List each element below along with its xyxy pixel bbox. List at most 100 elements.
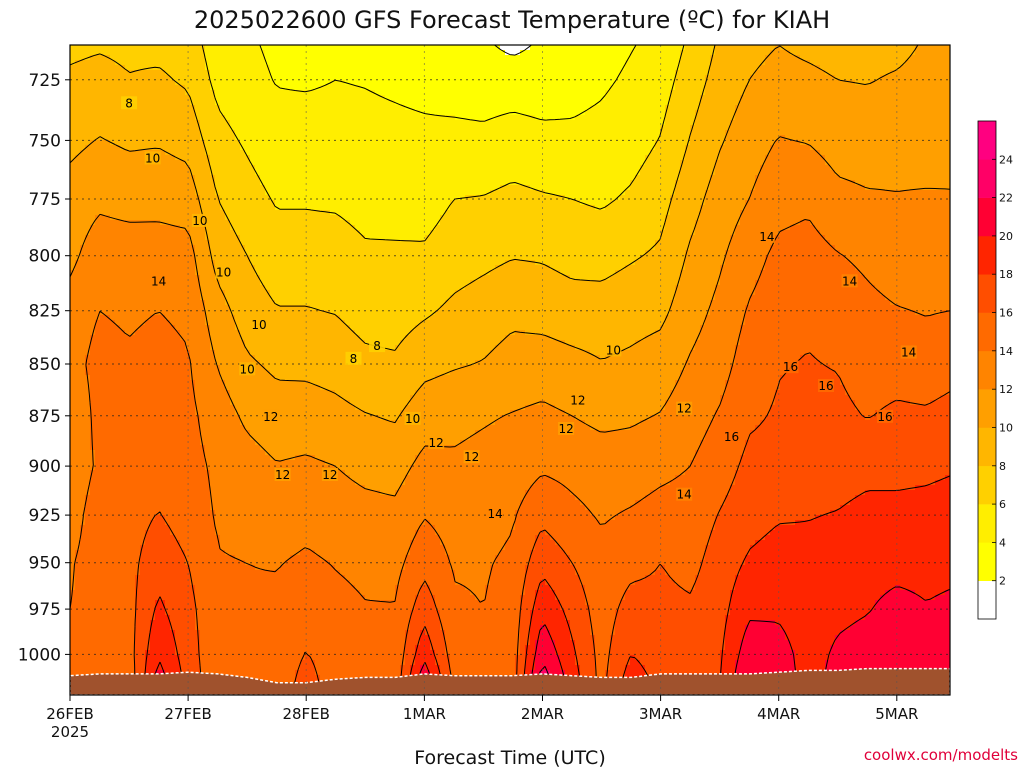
temperature-cell (85, 365, 91, 371)
temperature-cell (100, 250, 106, 256)
temperature-cell (130, 140, 136, 146)
temperature-cell (125, 225, 131, 231)
temperature-cell (85, 410, 91, 416)
temperature-cell (165, 430, 171, 436)
temperature-cell (110, 45, 116, 51)
temperature-cell (115, 285, 121, 291)
temperature-cell (200, 440, 206, 446)
temperature-cell (120, 120, 126, 126)
temperature-cell (90, 630, 96, 636)
temperature-cell (220, 600, 226, 606)
temperature-cell (150, 545, 156, 551)
temperature-cell (260, 230, 266, 236)
temperature-cell (200, 190, 206, 196)
temperature-cell (180, 130, 186, 136)
temperature-cell (115, 245, 121, 251)
temperature-cell (240, 195, 246, 201)
temperature-cell (180, 45, 186, 51)
temperature-cell (220, 295, 226, 301)
temperature-cell (140, 155, 146, 161)
temperature-cell (215, 520, 221, 526)
temperature-cell (135, 430, 141, 436)
temperature-cell (245, 85, 251, 91)
temperature-cell (180, 160, 186, 166)
temperature-cell (210, 670, 216, 676)
temperature-cell (160, 465, 166, 471)
temperature-cell (115, 455, 121, 461)
temperature-cell (155, 530, 161, 536)
temperature-cell (155, 605, 161, 611)
temperature-cell (110, 280, 116, 286)
temperature-cell (190, 600, 196, 606)
temperature-cell (240, 595, 246, 601)
temperature-cell (240, 315, 246, 321)
temperature-cell (130, 220, 136, 226)
temperature-cell (70, 400, 76, 406)
temperature-cell (140, 590, 146, 596)
temperature-cell (165, 475, 171, 481)
temperature-cell (115, 450, 121, 456)
temperature-cell (120, 450, 126, 456)
temperature-cell (140, 335, 146, 341)
temperature-cell (125, 490, 131, 496)
temperature-cell (115, 290, 121, 296)
temperature-cell (240, 495, 246, 501)
temperature-cell (210, 555, 216, 561)
temperature-cell (255, 90, 261, 96)
temperature-cell (135, 640, 141, 646)
temperature-cell (255, 425, 261, 431)
temperature-cell (250, 245, 256, 251)
temperature-cell (225, 570, 231, 576)
temperature-cell (130, 230, 136, 236)
temperature-cell (240, 225, 246, 231)
temperature-cell (165, 585, 171, 591)
temperature-cell (185, 95, 191, 101)
temperature-cell (70, 155, 76, 161)
temperature-cell (80, 105, 86, 111)
temperature-cell (155, 320, 161, 326)
temperature-cell (70, 70, 76, 76)
temperature-cell (190, 285, 196, 291)
temperature-cell (160, 365, 166, 371)
temperature-cell (225, 230, 231, 236)
temperature-cell (80, 435, 86, 441)
temperature-cell (200, 180, 206, 186)
temperature-cell (140, 150, 146, 156)
temperature-cell (100, 665, 106, 671)
temperature-cell (200, 485, 206, 491)
temperature-cell (185, 660, 191, 666)
temperature-cell (165, 300, 171, 306)
temperature-cell (250, 440, 256, 446)
temperature-cell (145, 290, 151, 296)
temperature-cell (215, 50, 221, 56)
temperature-cell (110, 405, 116, 411)
temperature-cell (130, 495, 136, 501)
temperature-cell (165, 205, 171, 211)
temperature-cell (190, 255, 196, 261)
temperature-cell (125, 265, 131, 271)
temperature-cell (115, 505, 121, 511)
temperature-cell (150, 310, 156, 316)
temperature-cell (210, 480, 216, 486)
temperature-cell (210, 395, 216, 401)
temperature-cell (130, 155, 136, 161)
temperature-cell (210, 590, 216, 596)
temperature-cell (200, 310, 206, 316)
temperature-cell (140, 180, 146, 186)
temperature-cell (230, 120, 236, 126)
temperature-cell (90, 195, 96, 201)
temperature-cell (225, 280, 231, 286)
temperature-cell (125, 445, 131, 451)
temperature-cell (250, 555, 256, 561)
temperature-cell (235, 430, 241, 436)
temperature-cell (215, 555, 221, 561)
temperature-cell (190, 545, 196, 551)
temperature-cell (180, 315, 186, 321)
temperature-cell (155, 55, 161, 61)
temperature-cell (200, 490, 206, 496)
temperature-cell (120, 510, 126, 516)
temperature-cell (70, 50, 76, 56)
temperature-cell (120, 320, 126, 326)
temperature-cell (215, 220, 221, 226)
temperature-cell (150, 565, 156, 571)
